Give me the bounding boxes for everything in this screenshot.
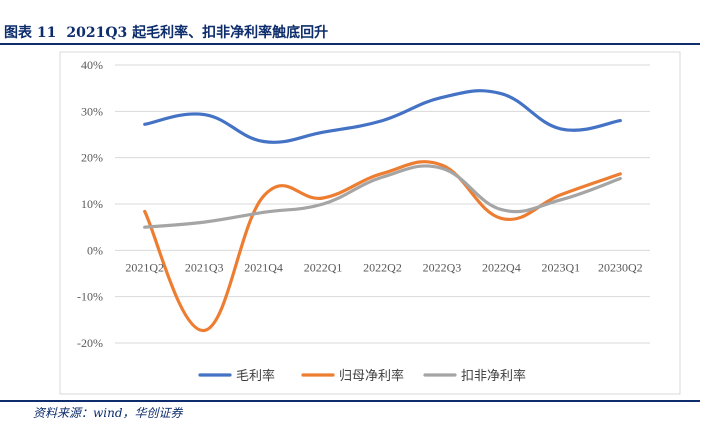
gridlines: [115, 64, 650, 344]
legend-label: 归母净利率: [339, 368, 404, 384]
legend-label: 扣非净利率: [461, 368, 526, 384]
x-tick-label: 2022Q1: [304, 260, 343, 274]
x-tick-label: 20230Q2: [598, 260, 643, 274]
y-tick-label: 10%: [81, 197, 103, 211]
x-tick-label: 2021Q4: [244, 260, 283, 274]
legend-label: 毛利率: [236, 368, 275, 384]
y-tick-label: -20%: [77, 336, 103, 350]
series-line-扣非净利率: [143, 164, 622, 229]
y-tick-label: -10%: [77, 290, 103, 304]
chart-frame: [59, 51, 681, 395]
title-rule: [0, 43, 700, 45]
x-tick-label: 2023Q1: [541, 260, 580, 274]
series-line-归母净利率: [143, 160, 622, 333]
x-tick-label: 2021Q2: [125, 260, 164, 274]
y-tick-label: 40%: [81, 58, 103, 72]
y-tick-label: 20%: [81, 151, 103, 165]
x-tick-label: 2021Q3: [185, 260, 224, 274]
y-tick-label: 30%: [81, 104, 103, 118]
figure-title-text: 2021Q3 起毛利率、扣非净利率触底回升: [66, 25, 329, 41]
y-axis-ticks: -20% -10% 0% 10% 20% 30% 40%: [77, 58, 103, 350]
legend: 毛利率 归母净利率 扣非净利率: [198, 368, 526, 384]
line-chart: -20%-10%0%10%20%30%40% 2021Q2 2021Q3 2021Q…: [59, 51, 681, 395]
x-tick-label: 2022Q2: [363, 260, 402, 274]
series-lines: [143, 89, 622, 333]
x-tick-label: 2022Q3: [423, 260, 462, 274]
source-note: 资料来源：wind，华创证券: [33, 406, 183, 420]
figure-title: 图表 11 2021Q3 起毛利率、扣非净利率触底回升: [4, 22, 328, 42]
figure-number: 图表 11: [4, 25, 57, 41]
x-axis-ticks: 2021Q2 2021Q3 2021Q4 2022Q1 2022Q2 2022Q3 2022…: [125, 260, 642, 274]
series-line-毛利率: [143, 89, 622, 144]
footer-rule: [0, 400, 700, 402]
x-tick-label: 2022Q4: [482, 260, 521, 274]
y-tick-label: 0%: [87, 243, 103, 257]
